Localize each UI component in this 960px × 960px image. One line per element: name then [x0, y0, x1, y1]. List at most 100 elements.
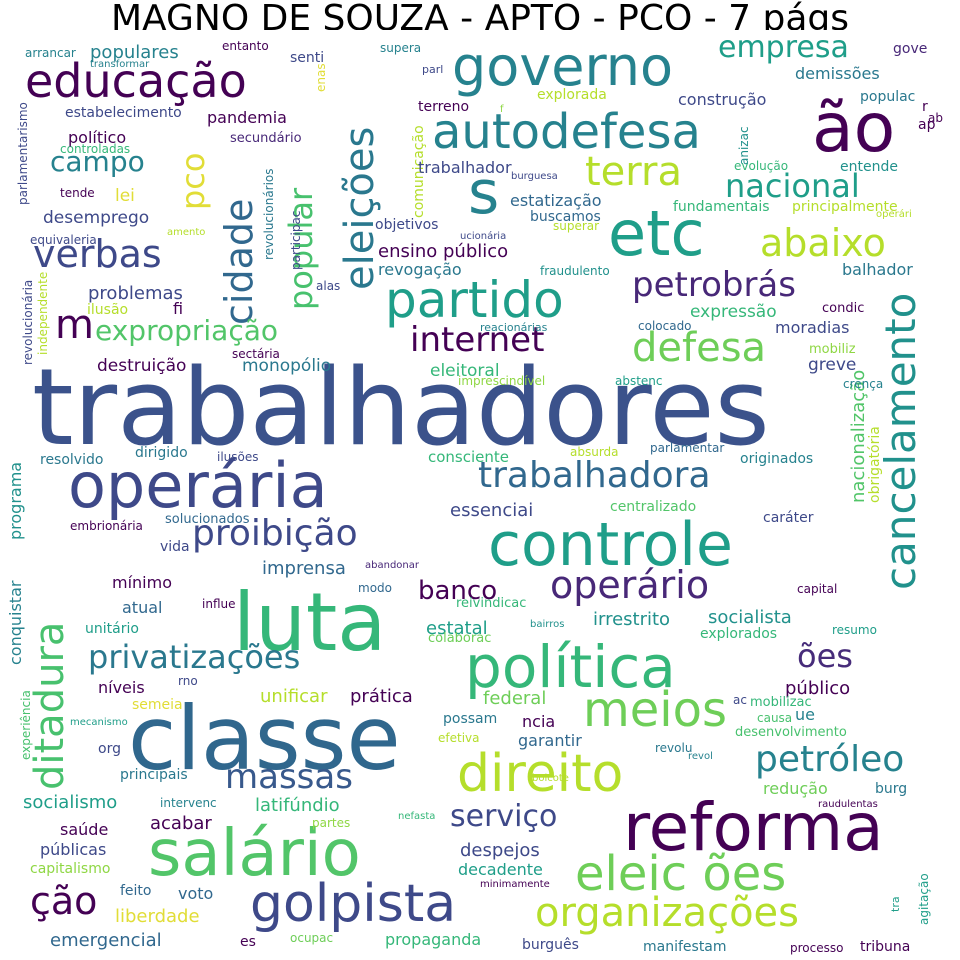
- word-decadente: decadente: [458, 860, 543, 879]
- word-senti: senti: [290, 50, 325, 66]
- word-sectaria: sectária: [232, 347, 280, 361]
- word-estabelecimento: estabelecimento: [65, 105, 182, 121]
- word-parlamentarismo: parlamentarismo: [16, 102, 30, 205]
- word-independente: independente: [36, 271, 50, 355]
- word-etc: etc: [608, 197, 705, 270]
- word-dirigido: dirigido: [135, 445, 188, 461]
- word-estatal: estatal: [426, 618, 488, 639]
- word-conquistar: conquistar: [6, 580, 25, 665]
- word-politica: política: [465, 633, 676, 701]
- word-cancelamento: cancelamento: [876, 292, 925, 590]
- word-golpista: golpista: [250, 874, 457, 934]
- word-imprescindivel: imprescindível: [458, 374, 546, 388]
- word-pco: pco: [174, 152, 212, 210]
- word-feito: feito: [120, 883, 152, 899]
- word-fundamentais: fundamentais: [673, 199, 770, 215]
- word-problemas: problemas: [88, 283, 183, 304]
- word-carater: caráter: [763, 510, 814, 526]
- word-imprensa: imprensa: [262, 558, 346, 579]
- word-destruicao: destruição: [97, 356, 187, 376]
- word-estatizacao: estatização: [510, 191, 602, 210]
- word-fi: fi: [173, 299, 184, 318]
- word-parlamentar: parlamentar: [650, 441, 725, 455]
- word-operari: operári: [876, 209, 912, 220]
- word-pandemia: pandemia: [207, 108, 287, 127]
- word-publico: público: [785, 678, 851, 699]
- word-garantir: garantir: [518, 731, 582, 750]
- word-liberdade: liberdade: [115, 906, 200, 927]
- word-intervenc: intervenc: [160, 796, 217, 810]
- word-org: org: [98, 741, 121, 757]
- word-autodefesa: autodefesa: [432, 104, 701, 160]
- word-m: m: [55, 302, 94, 348]
- word-objetivos: objetivos: [375, 217, 439, 233]
- word-salario: salário: [148, 817, 361, 891]
- word-mobiliz: mobiliz: [809, 342, 856, 357]
- word-colaborac: colaborac: [428, 631, 492, 646]
- word-mobilizac: mobilizac: [750, 695, 812, 710]
- word-burguesa: burguesa: [511, 171, 558, 182]
- word-oes: ões: [797, 637, 853, 675]
- word-trabalhadora: trabalhadora: [478, 455, 711, 496]
- word-solucionados: solucionados: [165, 512, 250, 527]
- word-arrancar: arrancar: [25, 46, 76, 60]
- word-originados: originados: [740, 451, 814, 467]
- word-revolucionaria: revolucionária: [21, 279, 35, 365]
- word-minimamente: minimamente: [480, 879, 550, 890]
- word-ilusao: ilusão: [87, 302, 129, 318]
- word-reacionarias: reacionárias: [480, 321, 548, 334]
- word-capital: capital: [797, 582, 838, 596]
- word-mecanismo: mecanismo: [70, 717, 128, 728]
- word-s: s: [468, 158, 500, 228]
- word-abaixo: abaixo: [760, 221, 886, 265]
- word-cidade: cidade: [217, 198, 261, 325]
- word-monopolio: monopólio: [242, 356, 332, 376]
- word-direito: direito: [457, 744, 624, 804]
- word-tra: tra: [889, 896, 902, 912]
- word-anizac: anizac: [737, 126, 751, 165]
- word-semeia: semeia: [132, 697, 183, 713]
- word-pratica: prática: [350, 686, 413, 707]
- word-operario: operário: [550, 563, 710, 607]
- word-trabalhadores: trabalhadores: [32, 346, 770, 469]
- word-resolvido: resolvido: [40, 452, 104, 468]
- word-rno: rno: [178, 674, 198, 688]
- word-burgues: burguês: [522, 937, 579, 953]
- word-boicote: boicote: [532, 773, 569, 784]
- word-centralizado: centralizado: [610, 499, 697, 515]
- word-eleitoral: eleitoral: [430, 361, 500, 381]
- word-moradias: moradias: [775, 318, 850, 337]
- word-agitacao: agitação: [917, 873, 931, 925]
- word-nefasta: nefasta: [398, 811, 436, 822]
- word-balhador: balhador: [842, 260, 913, 279]
- word-abandonar: abandonar: [365, 560, 419, 571]
- word-ap: ap: [918, 117, 936, 133]
- word-secundario: secundário: [230, 131, 302, 146]
- word-eleicoes: eleições: [337, 126, 383, 290]
- word-desemprego: desemprego: [43, 208, 150, 228]
- word-crenca: crença: [843, 377, 884, 391]
- word-manifestam: manifestam: [643, 939, 727, 955]
- word-irrestrito: irrestrito: [593, 609, 671, 630]
- word-alas: alas: [316, 279, 341, 293]
- word-petroleo: petróleo: [755, 739, 905, 780]
- word-populac: populac: [860, 89, 916, 105]
- word-greve: greve: [808, 355, 857, 375]
- word-supera: supera: [380, 41, 422, 55]
- word-cao: ção: [30, 879, 98, 923]
- word-unificar: unificar: [260, 686, 328, 707]
- word-vida: vida: [160, 539, 190, 555]
- word-populares: populares: [90, 42, 179, 63]
- word-equivaleria: equivaleria: [30, 233, 97, 247]
- word-superar: superar: [553, 219, 600, 233]
- word-explorados: explorados: [700, 626, 778, 642]
- word-publicas: públicas: [40, 840, 107, 859]
- word-luta: luta: [233, 576, 387, 669]
- word-latifundio: latifúndio: [255, 795, 340, 816]
- word-meios: meios: [583, 682, 727, 738]
- word-expropriacao: expropriação: [95, 314, 279, 347]
- word-causa: causa: [757, 711, 793, 725]
- word-abstenc: abstenc: [615, 374, 663, 388]
- word-terreno: terreno: [418, 99, 470, 115]
- word-es: es: [240, 934, 256, 950]
